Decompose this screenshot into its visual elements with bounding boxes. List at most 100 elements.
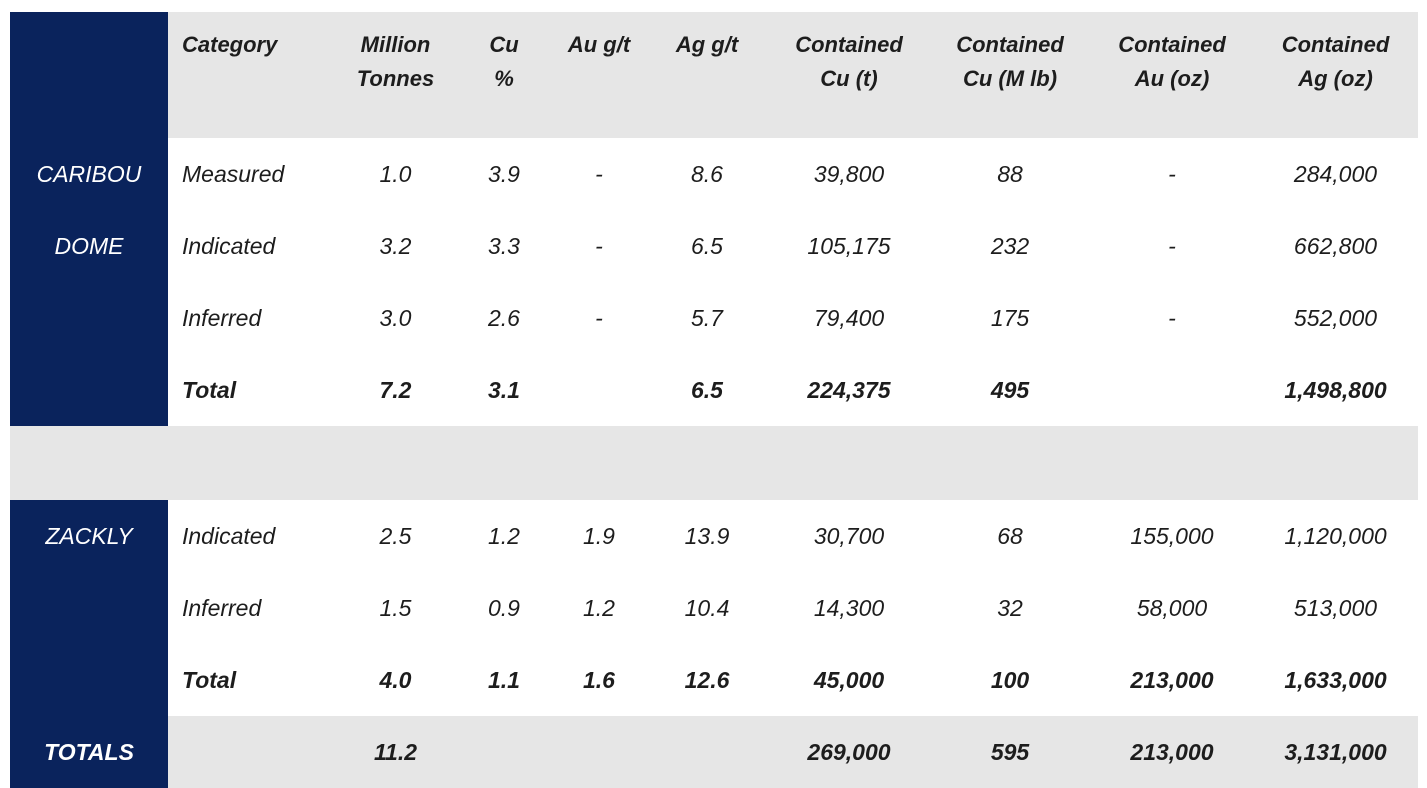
section-separator — [10, 426, 1418, 500]
cell-category: Total — [182, 376, 237, 403]
header-contained-cu-t: Contained Cu (t) — [769, 12, 929, 138]
cell-tonnes: 1.5 — [379, 594, 412, 621]
cell-contained-au — [1091, 354, 1253, 426]
header-million-tonnes: Million Tonnes — [336, 12, 455, 138]
cell-tonnes: 3.2 — [379, 232, 412, 259]
cell-contained-au: 155,000 — [1130, 522, 1214, 549]
cell-cu: 3.3 — [488, 232, 520, 259]
totals-contained-cu-t: 269,000 — [769, 716, 929, 788]
cell-contained-au: 58,000 — [1136, 594, 1208, 621]
cell-contained-au: 213,000 — [1130, 666, 1214, 693]
header-au-grade: Au g/t — [553, 12, 645, 138]
cell-contained-cu-t: 105,175 — [807, 232, 891, 259]
cell-tonnes: 1.0 — [379, 160, 412, 187]
cell-au: 1.2 — [583, 594, 615, 621]
section-label-dome: DOME — [10, 210, 168, 282]
totals-contained-au: 213,000 — [1091, 716, 1253, 788]
cell-contained-ag: 552,000 — [1293, 304, 1378, 331]
section-label-blank — [10, 282, 168, 354]
header-contained-au-oz: Contained Au (oz) — [1091, 12, 1253, 138]
cell-contained-cu-t: 79,400 — [813, 304, 885, 331]
cell-contained-cu-t: 14,300 — [813, 594, 885, 621]
cell-cu: 1.2 — [488, 522, 520, 549]
cell-category: Indicated — [182, 522, 276, 549]
cell-cu: 0.9 — [488, 594, 520, 621]
cell-contained-cu-t: 224,375 — [807, 376, 891, 403]
cell-contained-cu-mlb: 495 — [990, 376, 1030, 403]
totals-label: TOTALS — [10, 716, 168, 788]
subtotal-row: Total 4.0 1.1 1.6 12.6 45,000 100 213,00… — [10, 644, 1418, 716]
cell-contained-cu-mlb: 88 — [997, 160, 1023, 187]
header-contained-ag-oz: Contained Ag (oz) — [1253, 12, 1418, 138]
cell-ag: 10.4 — [684, 594, 730, 621]
header-row: Category Million Tonnes Cu% Au g/t Ag g/t… — [10, 12, 1418, 138]
totals-contained-ag: 3,131,000 — [1253, 716, 1418, 788]
cell-contained-cu-mlb: 68 — [997, 522, 1023, 549]
cell-au: - — [595, 160, 603, 187]
cell-contained-cu-mlb: 175 — [990, 304, 1030, 331]
header-contained-cu-mlb: Contained Cu (M lb) — [929, 12, 1091, 138]
totals-au-empty — [553, 716, 645, 788]
totals-cu-empty — [455, 716, 553, 788]
cell-au: 1.6 — [583, 666, 615, 693]
cell-ag: 5.7 — [691, 304, 723, 331]
table-row: Inferred 3.0 2.6 - 5.7 79,400 175 - 552,… — [10, 282, 1418, 354]
section-label-caribou: CARIBOU — [10, 138, 168, 210]
cell-au: - — [595, 304, 603, 331]
cell-au: 1.9 — [583, 522, 615, 549]
cell-contained-au: - — [1168, 304, 1176, 331]
table-row: ZACKLY Indicated 2.5 1.2 1.9 13.9 30,700… — [10, 500, 1418, 572]
cell-contained-cu-t: 30,700 — [813, 522, 885, 549]
cell-ag: 8.6 — [691, 160, 723, 187]
cell-category: Indicated — [182, 232, 276, 259]
cell-contained-cu-mlb: 32 — [997, 594, 1023, 621]
header-cu-percent: Cu% — [455, 12, 553, 138]
header-ag-grade: Ag g/t — [645, 12, 769, 138]
cell-tonnes: 7.2 — [379, 376, 412, 403]
cell-contained-ag: 1,498,800 — [1284, 376, 1387, 403]
cell-contained-ag: 662,800 — [1293, 232, 1378, 259]
cell-category: Total — [182, 666, 237, 693]
grand-totals-row: TOTALS 11.2 269,000 595 213,000 3,131,00… — [10, 716, 1418, 788]
totals-tonnes: 11.2 — [336, 716, 455, 788]
cell-contained-cu-t: 45,000 — [813, 666, 885, 693]
cell-ag: 6.5 — [691, 232, 723, 259]
table-row: Inferred 1.5 0.9 1.2 10.4 14,300 32 58,0… — [10, 572, 1418, 644]
cell-cu: 1.1 — [488, 666, 520, 693]
cell-ag: 12.6 — [684, 666, 730, 693]
cell-contained-au: - — [1168, 160, 1176, 187]
resource-table: Category Million Tonnes Cu% Au g/t Ag g/t… — [10, 12, 1418, 788]
cell-ag: 13.9 — [684, 522, 730, 549]
cell-contained-cu-mlb: 232 — [990, 232, 1030, 259]
cell-contained-cu-mlb: 100 — [990, 666, 1030, 693]
header-category: Category — [168, 12, 336, 138]
cell-contained-ag: 1,120,000 — [1284, 522, 1387, 549]
cell-category: Inferred — [182, 304, 262, 331]
cell-contained-ag: 284,000 — [1293, 160, 1378, 187]
table-row: DOME Indicated 3.2 3.3 - 6.5 105,175 232… — [10, 210, 1418, 282]
cell-tonnes: 3.0 — [379, 304, 412, 331]
section-label-blank — [10, 354, 168, 426]
totals-ag-empty — [645, 716, 769, 788]
section-label-blank — [10, 572, 168, 644]
cell-contained-ag: 1,633,000 — [1284, 666, 1387, 693]
header-corner — [10, 12, 168, 138]
totals-category-empty — [168, 716, 336, 788]
table-row: CARIBOU Measured 1.0 3.9 - 8.6 39,800 88… — [10, 138, 1418, 210]
section-label-blank — [10, 644, 168, 716]
section-label-zackly: ZACKLY — [10, 500, 168, 572]
cell-contained-au: - — [1168, 232, 1176, 259]
cell-cu: 3.9 — [488, 160, 520, 187]
cell-contained-cu-t: 39,800 — [813, 160, 885, 187]
resource-table-container: Category Million Tonnes Cu% Au g/t Ag g/t… — [10, 12, 1418, 788]
cell-cu: 3.1 — [488, 376, 520, 403]
cell-au: - — [595, 232, 603, 259]
cell-au — [553, 354, 645, 426]
cell-category: Measured — [182, 160, 285, 187]
cell-contained-ag: 513,000 — [1293, 594, 1378, 621]
cell-cu: 2.6 — [488, 304, 520, 331]
subtotal-row: Total 7.2 3.1 6.5 224,375 495 1,498,800 — [10, 354, 1418, 426]
separator-band — [10, 426, 1418, 500]
cell-ag: 6.5 — [691, 376, 723, 403]
cell-tonnes: 4.0 — [379, 666, 412, 693]
